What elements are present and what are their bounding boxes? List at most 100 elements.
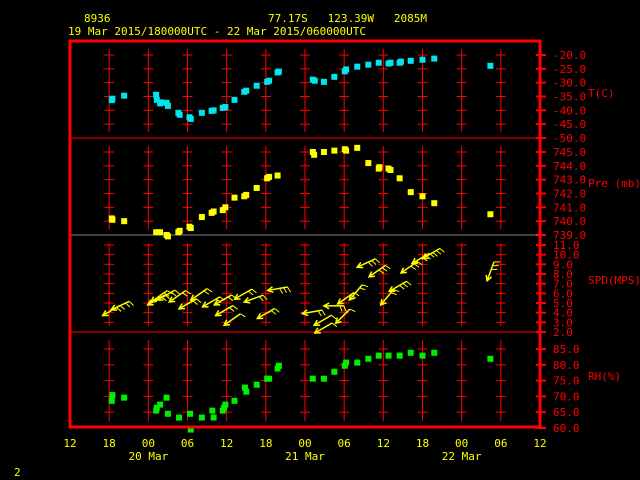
data-point bbox=[320, 149, 327, 155]
data-point bbox=[365, 61, 372, 68]
wind-arrow bbox=[167, 289, 191, 303]
wind-arrow-shaft bbox=[202, 296, 221, 308]
data-point bbox=[354, 144, 361, 151]
data-point bbox=[419, 56, 426, 63]
wind-arrow-feather bbox=[439, 248, 445, 253]
data-point bbox=[376, 164, 383, 171]
wind-arrow-shaft bbox=[302, 309, 323, 315]
data-point bbox=[157, 401, 164, 408]
y-tick-label: 11.0 bbox=[553, 239, 580, 252]
y-tick-label: -20.0 bbox=[553, 49, 586, 62]
wind-arrow-head bbox=[421, 253, 429, 260]
plot-frame bbox=[68, 39, 542, 429]
data-point bbox=[266, 77, 273, 84]
x-tick-label: 18 bbox=[416, 437, 429, 450]
data-point bbox=[275, 362, 282, 369]
wind-arrow bbox=[266, 286, 292, 294]
wind-arrow-shaft bbox=[313, 314, 332, 326]
wind-arrow-shaft bbox=[348, 284, 363, 301]
y-tick-label: 2.0 bbox=[553, 326, 573, 339]
data-point bbox=[253, 184, 260, 191]
data-point bbox=[153, 229, 160, 236]
data-point bbox=[320, 78, 327, 85]
data-point bbox=[253, 381, 260, 388]
page-number: 2 bbox=[14, 466, 21, 479]
wind-arrow-feather bbox=[274, 308, 280, 313]
data-point bbox=[397, 58, 404, 65]
data-point bbox=[187, 225, 194, 232]
wind-arrow-head bbox=[233, 293, 241, 300]
wind-arrow-feather bbox=[432, 252, 438, 257]
wind-arrow-feather bbox=[349, 308, 356, 313]
data-point bbox=[343, 66, 350, 73]
wind-arrow-shaft bbox=[411, 252, 430, 265]
y-tick-label: 745.0 bbox=[553, 146, 586, 159]
wind-arrow-shaft bbox=[380, 289, 395, 306]
wind-arrow-shaft bbox=[335, 308, 351, 324]
wind-arrow-feather bbox=[174, 289, 180, 295]
x-tick-label: 12 bbox=[533, 437, 546, 450]
y-tick-label: 9.0 bbox=[553, 258, 573, 271]
data-point bbox=[176, 111, 183, 118]
wind-arrow-head bbox=[212, 299, 221, 306]
wind-arrow-shaft bbox=[223, 313, 241, 326]
wind-arrow-feather bbox=[359, 287, 366, 291]
wind-arrow-feather bbox=[436, 250, 442, 255]
wind-arrow-head bbox=[485, 274, 493, 283]
wind-arrow-shaft bbox=[213, 294, 232, 306]
wind-arrow-head bbox=[334, 317, 342, 325]
wind-arrow-head bbox=[214, 310, 222, 317]
data-point bbox=[311, 151, 318, 158]
data-point bbox=[176, 227, 183, 234]
wind-arrow-feather bbox=[406, 281, 412, 286]
y-tick-label: 8.0 bbox=[553, 268, 573, 281]
data-point bbox=[266, 375, 273, 382]
y-tick-label: 5.0 bbox=[553, 297, 573, 310]
x-tick-label: 00 bbox=[455, 437, 468, 450]
wind-arrow-feather bbox=[343, 305, 347, 312]
wind-arrow-shaft bbox=[110, 300, 130, 311]
data-point bbox=[487, 355, 494, 362]
data-point bbox=[121, 218, 128, 225]
wind-arrow-head bbox=[222, 319, 231, 327]
time-range: 19 Mar 2015/180000UTC - 22 Mar 2015/0600… bbox=[68, 25, 366, 38]
data-point bbox=[387, 166, 394, 173]
data-point bbox=[331, 73, 338, 80]
wind-arrow bbox=[334, 308, 356, 325]
wind-arrow-feather bbox=[339, 305, 343, 312]
wind-arrow-head bbox=[255, 312, 264, 320]
wind-arrow-head bbox=[379, 298, 387, 307]
wind-arrow-feather bbox=[417, 261, 423, 266]
wind-arrow bbox=[109, 300, 134, 311]
y-tick-label: 742.0 bbox=[553, 188, 586, 201]
wind-arrow-head bbox=[146, 299, 154, 306]
wind-arrow-feather bbox=[385, 265, 391, 270]
wind-arrow-feather bbox=[258, 296, 264, 302]
wind-arrow bbox=[379, 289, 400, 307]
wind-arrow-feather bbox=[413, 263, 420, 268]
x-tick-label: 00 bbox=[298, 437, 311, 450]
data-point bbox=[222, 104, 229, 111]
wind-arrow-feather bbox=[331, 314, 337, 320]
x-tick-label: 12 bbox=[220, 437, 233, 450]
wind-arrow-feather bbox=[287, 286, 292, 293]
data-point bbox=[387, 59, 394, 66]
x-tick-label: 18 bbox=[259, 437, 272, 450]
data-point bbox=[487, 62, 494, 69]
panel-label: RH(%) bbox=[588, 370, 621, 383]
wind-arrow-head bbox=[156, 294, 164, 301]
wind-arrow-shaft bbox=[422, 247, 441, 260]
data-point bbox=[209, 407, 216, 414]
wind-arrow-feather bbox=[283, 287, 288, 294]
wind-arrow-feather bbox=[185, 290, 191, 295]
wind-arrow-feather bbox=[262, 294, 268, 301]
wind-arrow bbox=[355, 258, 381, 269]
wind-arrow bbox=[312, 314, 337, 327]
wind-arrow-head bbox=[367, 271, 376, 278]
wind-arrow-head bbox=[312, 319, 321, 327]
data-point bbox=[331, 368, 338, 375]
y-tick-label: -25.0 bbox=[553, 63, 586, 76]
wind-arrow-feather bbox=[371, 260, 377, 265]
wind-arrow bbox=[214, 304, 238, 317]
wind-arrow-feather bbox=[399, 285, 405, 290]
